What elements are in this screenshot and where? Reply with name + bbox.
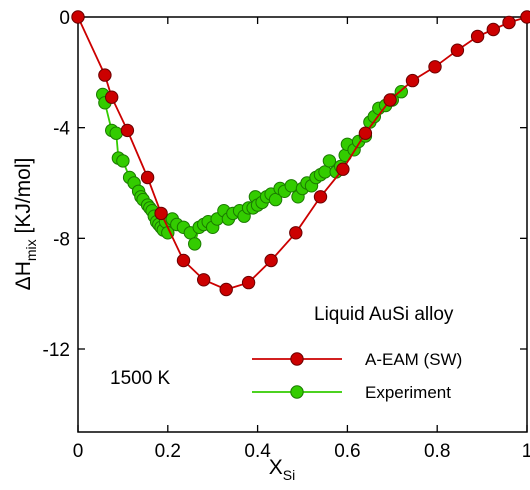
y-tick-label: -4: [53, 119, 70, 140]
annotation-temperature: 1500 K: [110, 368, 171, 389]
data-point: [188, 237, 202, 251]
x-axis-label: XSi: [269, 456, 295, 483]
data-point: [71, 10, 85, 24]
data-point: [520, 10, 530, 24]
series-0: [71, 10, 530, 297]
data-point: [241, 275, 256, 290]
data-point: [109, 126, 123, 140]
y-tick-label: 0: [59, 8, 70, 29]
x-tick-label: 0.8: [424, 441, 450, 462]
data-point: [502, 15, 516, 30]
x-tick-label: 0: [73, 441, 84, 462]
y-tick-label: -12: [43, 340, 70, 361]
y-tick-label: -8: [53, 229, 70, 250]
data-point: [322, 154, 337, 168]
legend-marker-experiment: [290, 385, 304, 399]
series-layer: [71, 10, 530, 297]
legend: A-EAM (SW) Experiment: [252, 350, 462, 402]
series-line: [101, 91, 402, 247]
x-tick-label: 0.4: [244, 441, 271, 462]
data-point: [264, 253, 278, 268]
data-point: [336, 162, 350, 176]
legend-label-experiment: Experiment: [365, 383, 451, 402]
data-point: [358, 126, 373, 140]
data-point: [486, 22, 500, 37]
data-point: [428, 60, 442, 74]
data-point: [105, 90, 119, 104]
data-point: [470, 29, 485, 44]
data-point: [383, 93, 397, 107]
data-point: [284, 179, 298, 193]
x-tick-label: 0.6: [334, 441, 360, 462]
data-point: [176, 253, 191, 268]
data-point: [98, 68, 112, 82]
data-point: [313, 190, 328, 204]
data-point: [116, 154, 130, 168]
x-tick-label: 0.2: [155, 441, 181, 462]
data-point: [120, 123, 135, 138]
data-point: [405, 73, 420, 88]
legend-label-aeam: A-EAM (SW): [365, 350, 462, 369]
plot-frame: [77, 16, 528, 433]
x-tick-label: 1: [522, 441, 530, 462]
data-point: [140, 170, 155, 185]
y-axis-label: ΔHmix [KJ/mol]: [12, 158, 39, 291]
series-line: [77, 16, 528, 291]
legend-marker-aeam: [290, 352, 304, 366]
data-point: [450, 43, 465, 57]
data-point: [154, 206, 168, 221]
axes: 0 0.2 0.4 0.6 0.8 1 0 -4 -8 -12: [43, 8, 530, 462]
data-point: [219, 282, 233, 297]
data-point: [289, 226, 303, 240]
annotation-alloy: Liquid AuSi alloy: [314, 304, 454, 325]
data-point: [197, 273, 211, 287]
